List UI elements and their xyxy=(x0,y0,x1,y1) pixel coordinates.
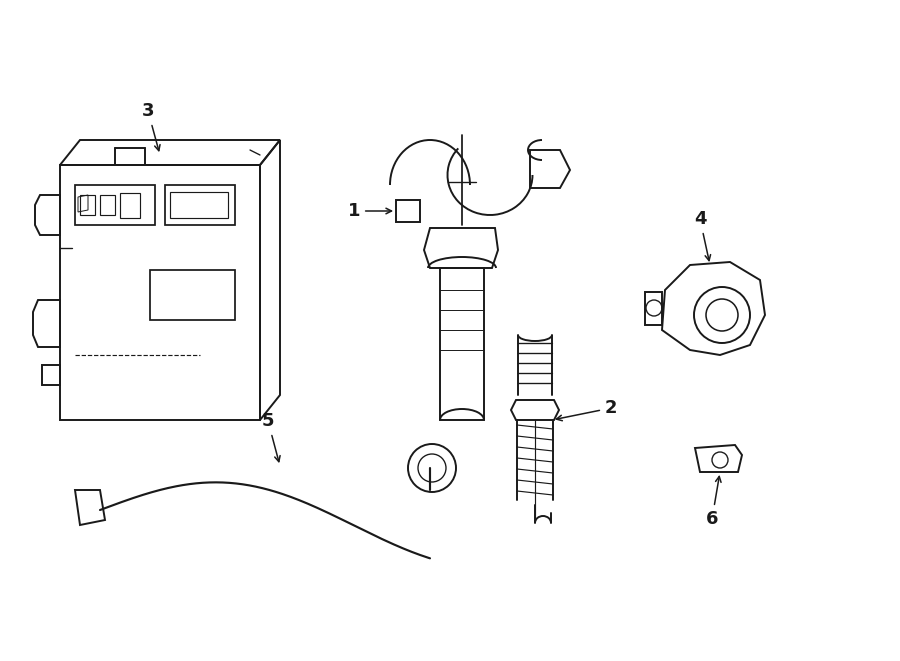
Text: 6: 6 xyxy=(706,477,721,528)
Text: 3: 3 xyxy=(142,102,160,151)
Text: 5: 5 xyxy=(262,412,280,461)
Text: 2: 2 xyxy=(556,399,617,421)
Text: 4: 4 xyxy=(694,210,711,260)
Text: 1: 1 xyxy=(347,202,392,220)
